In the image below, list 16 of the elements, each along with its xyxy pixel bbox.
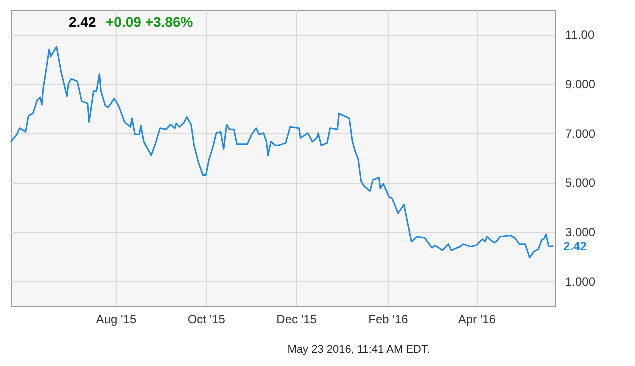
chart-subtitle: +0.09 +3.86% bbox=[106, 14, 194, 30]
chart-title: 2.42 bbox=[69, 14, 96, 30]
y-tick-label: 1.000 bbox=[566, 274, 596, 289]
y-tick-label: 7.000 bbox=[566, 126, 596, 141]
x-tick-label: Feb '16 bbox=[368, 312, 409, 326]
line-series bbox=[10, 46, 554, 259]
x-tick-label: Apr '16 bbox=[458, 312, 496, 326]
y-tick-label: 5.000 bbox=[566, 176, 596, 190]
y-tick-label: 9.000 bbox=[566, 78, 596, 92]
annotation: 2.42 bbox=[564, 239, 588, 254]
x-tick-label: Aug '15 bbox=[96, 312, 137, 326]
y-tick-label: 11.00 bbox=[566, 28, 595, 42]
x-tick-label: Dec '15 bbox=[276, 312, 318, 326]
y-tick-label: 3.000 bbox=[566, 226, 596, 240]
text: May 23 2016, 11:41 AM EDT. bbox=[288, 344, 430, 356]
x-tick-label: Oct '15 bbox=[188, 312, 226, 326]
